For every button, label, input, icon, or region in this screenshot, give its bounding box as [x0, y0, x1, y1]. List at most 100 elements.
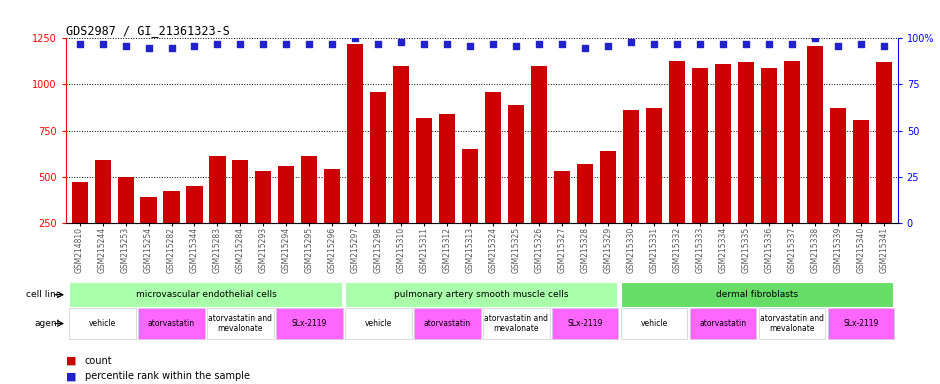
- Point: [95, 41, 110, 47]
- Bar: [140, 197, 157, 223]
- Text: atorvastatin: atorvastatin: [699, 319, 746, 328]
- Point: [279, 41, 294, 47]
- Point: [256, 41, 271, 47]
- Bar: [416, 118, 432, 223]
- Bar: [393, 66, 409, 223]
- Bar: [761, 68, 777, 223]
- Point: [187, 43, 202, 49]
- Bar: [876, 62, 892, 223]
- Bar: [555, 171, 571, 223]
- Bar: [715, 64, 731, 223]
- Bar: [853, 119, 869, 223]
- Bar: [600, 151, 617, 223]
- Bar: [807, 46, 823, 223]
- Point: [578, 45, 593, 51]
- Text: atorvastatin and
mevalonate: atorvastatin and mevalonate: [484, 314, 548, 333]
- Text: vehicle: vehicle: [640, 319, 667, 328]
- Point: [325, 41, 340, 47]
- Bar: [414, 308, 480, 339]
- Bar: [278, 166, 294, 223]
- Bar: [324, 169, 340, 223]
- Point: [785, 41, 800, 47]
- Point: [669, 41, 684, 47]
- Bar: [690, 308, 757, 339]
- Bar: [620, 282, 894, 308]
- Bar: [345, 308, 412, 339]
- Point: [118, 43, 133, 49]
- Bar: [302, 156, 318, 223]
- Bar: [759, 308, 825, 339]
- Text: atorvastatin: atorvastatin: [148, 319, 196, 328]
- Text: SLx-2119: SLx-2119: [568, 319, 603, 328]
- Bar: [577, 164, 593, 223]
- Bar: [70, 282, 343, 308]
- Bar: [462, 149, 478, 223]
- Point: [164, 45, 179, 51]
- Bar: [738, 62, 754, 223]
- Bar: [138, 308, 205, 339]
- Point: [509, 43, 524, 49]
- Bar: [669, 61, 685, 223]
- Bar: [439, 114, 455, 223]
- Text: dermal fibroblasts: dermal fibroblasts: [716, 290, 799, 299]
- Text: agent: agent: [35, 319, 61, 328]
- Bar: [692, 68, 708, 223]
- Text: atorvastatin and
mevalonate: atorvastatin and mevalonate: [760, 314, 824, 333]
- Point: [210, 41, 225, 47]
- Bar: [784, 61, 800, 223]
- Bar: [186, 186, 202, 223]
- Bar: [483, 308, 550, 339]
- Bar: [345, 282, 619, 308]
- Point: [370, 41, 385, 47]
- Point: [854, 41, 869, 47]
- Point: [233, 41, 248, 47]
- Bar: [646, 108, 662, 223]
- Bar: [509, 105, 525, 223]
- Bar: [256, 171, 272, 223]
- Point: [739, 41, 754, 47]
- Point: [807, 35, 822, 41]
- Bar: [830, 108, 846, 223]
- Point: [394, 39, 409, 45]
- Bar: [347, 44, 364, 223]
- Text: SLx-2119: SLx-2119: [291, 319, 327, 328]
- Bar: [620, 308, 687, 339]
- Bar: [827, 308, 894, 339]
- Point: [601, 43, 616, 49]
- Point: [647, 41, 662, 47]
- Bar: [485, 92, 501, 223]
- Bar: [552, 308, 619, 339]
- Bar: [232, 160, 248, 223]
- Bar: [118, 177, 133, 223]
- Point: [72, 41, 87, 47]
- Point: [693, 41, 708, 47]
- Text: GDS2987 / GI_21361323-S: GDS2987 / GI_21361323-S: [66, 24, 229, 37]
- Bar: [71, 182, 87, 223]
- Text: cell line: cell line: [25, 290, 61, 299]
- Bar: [276, 308, 343, 339]
- Point: [876, 43, 891, 49]
- Text: atorvastatin and
mevalonate: atorvastatin and mevalonate: [209, 314, 273, 333]
- Text: atorvastatin: atorvastatin: [424, 319, 471, 328]
- Bar: [70, 308, 136, 339]
- Bar: [95, 160, 111, 223]
- Text: ■: ■: [66, 356, 76, 366]
- Point: [555, 41, 570, 47]
- Bar: [531, 66, 547, 223]
- Bar: [164, 191, 180, 223]
- Bar: [210, 156, 226, 223]
- Text: microvascular endothelial cells: microvascular endothelial cells: [135, 290, 276, 299]
- Point: [302, 41, 317, 47]
- Point: [440, 41, 455, 47]
- Text: pulmonary artery smooth muscle cells: pulmonary artery smooth muscle cells: [395, 290, 569, 299]
- Point: [830, 43, 845, 49]
- Point: [623, 39, 638, 45]
- Text: SLx-2119: SLx-2119: [843, 319, 879, 328]
- Point: [486, 41, 501, 47]
- Bar: [623, 110, 639, 223]
- Point: [416, 41, 431, 47]
- Point: [462, 43, 478, 49]
- Bar: [207, 308, 274, 339]
- Bar: [370, 92, 386, 223]
- Text: percentile rank within the sample: percentile rank within the sample: [85, 371, 250, 381]
